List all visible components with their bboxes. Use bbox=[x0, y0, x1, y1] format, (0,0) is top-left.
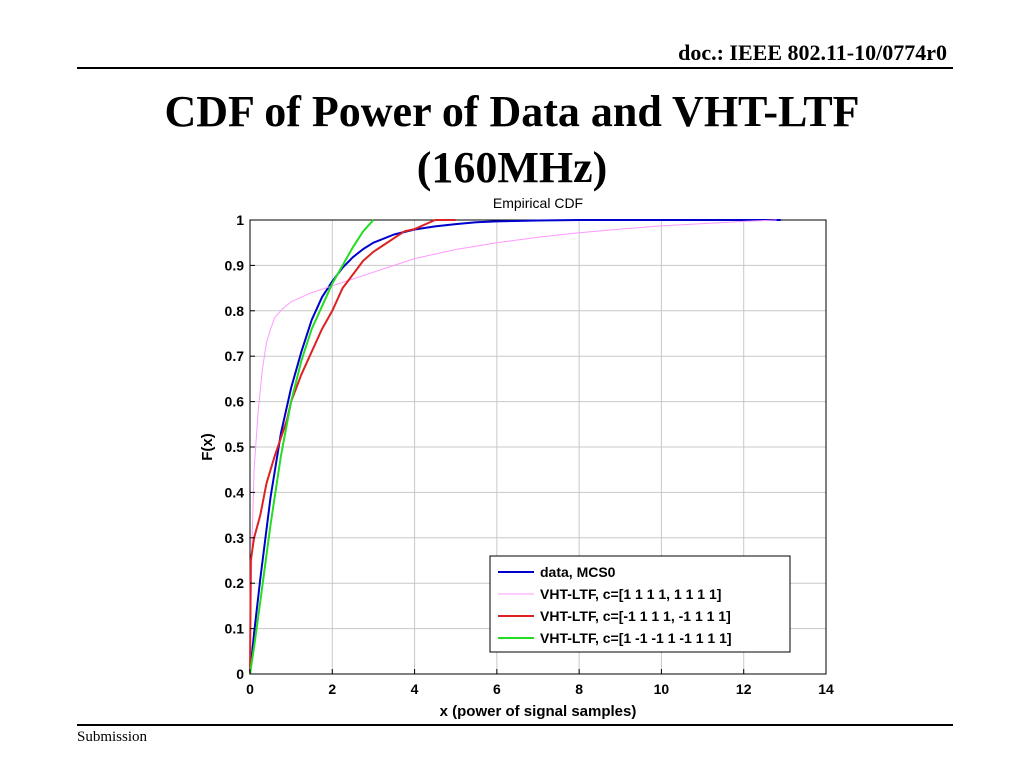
x-tick-label: 0 bbox=[246, 681, 254, 697]
slide-title: CDF of Power of Data and VHT-LTF (160MHz… bbox=[0, 84, 1024, 196]
legend-entry-label: VHT-LTF, c=[1 1 1 1, 1 1 1 1] bbox=[540, 586, 721, 602]
y-tick-label: 0.5 bbox=[225, 439, 245, 455]
slide-title-line-2: (160MHz) bbox=[416, 143, 608, 192]
x-tick-label: 14 bbox=[818, 681, 834, 697]
slide-title-line-1: CDF of Power of Data and VHT-LTF bbox=[164, 87, 860, 136]
x-tick-label: 6 bbox=[493, 681, 501, 697]
y-tick-label: 0.1 bbox=[225, 621, 245, 637]
chart-title: Empirical CDF bbox=[493, 195, 583, 211]
y-tick-label: 0.2 bbox=[225, 575, 245, 591]
series-lines bbox=[249, 219, 781, 675]
legend-entry-label: data, MCS0 bbox=[540, 564, 616, 580]
y-tick-label: 0.4 bbox=[225, 484, 245, 500]
x-tick-label: 2 bbox=[328, 681, 336, 697]
doc-id-header: doc.: IEEE 802.11-10/0774r0 bbox=[678, 40, 947, 65]
series-line-4 bbox=[249, 219, 375, 675]
y-tick-label: 1 bbox=[236, 212, 244, 228]
x-tick-label: 8 bbox=[575, 681, 583, 697]
y-tick-label: 0.3 bbox=[225, 530, 245, 546]
y-tick-label: 0.6 bbox=[225, 394, 245, 410]
axis-ticks: 0 2 4 6 8 10 12 14 0 0.1 0.2 0.3 0.4 0.5 0.6 0.7 0.8 0.9 1 bbox=[225, 212, 834, 697]
x-tick-label: 10 bbox=[654, 681, 670, 697]
x-tick-label: 12 bbox=[736, 681, 752, 697]
series-line-2 bbox=[249, 219, 777, 675]
y-tick-label: 0.9 bbox=[225, 257, 245, 273]
y-tick-label: 0 bbox=[236, 666, 244, 682]
legend-entry-label: VHT-LTF, c=[-1 1 1 1, -1 1 1 1] bbox=[540, 608, 731, 624]
legend-box bbox=[489, 555, 791, 653]
footer-rule bbox=[77, 724, 953, 726]
y-axis-label: F(x) bbox=[199, 433, 216, 461]
series-line-1 bbox=[249, 219, 781, 675]
y-tick-label: 0.8 bbox=[225, 303, 245, 319]
y-tick-label: 0.7 bbox=[225, 348, 245, 364]
legend: data, MCS0 VHT-LTF, c=[1 1 1 1, 1 1 1 1] V… bbox=[489, 555, 791, 653]
x-tick-label: 4 bbox=[411, 681, 419, 697]
series-line-3 bbox=[249, 219, 456, 675]
x-axis-label: x (power of signal samples) bbox=[440, 703, 637, 720]
legend-entry-label: VHT-LTF, c=[1 -1 -1 1 -1 1 1 1] bbox=[540, 630, 732, 646]
footer-label: Submission bbox=[77, 729, 148, 745]
header-rule bbox=[77, 67, 953, 69]
